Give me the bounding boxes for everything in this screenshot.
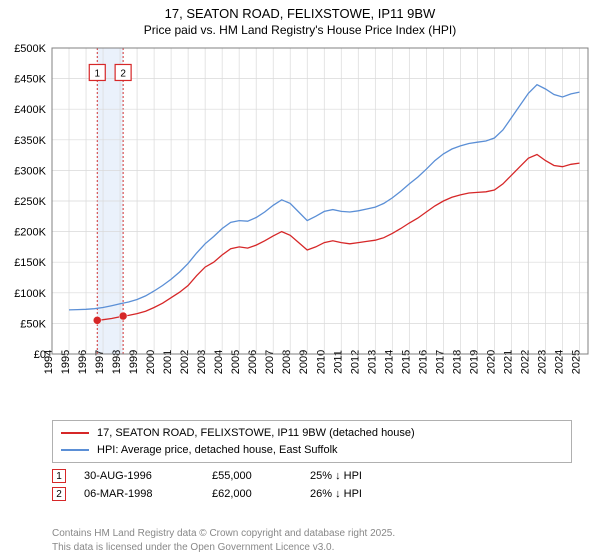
- sales-row: 1 30-AUG-1996 £55,000 25% ↓ HPI: [52, 469, 572, 483]
- sales-row-delta: 26% ↓ HPI: [310, 488, 400, 500]
- x-tick-label: 2016: [417, 350, 429, 374]
- chart-area: £0£50K£100K£150K£200K£250K£300K£350K£400…: [0, 42, 600, 412]
- y-tick-label: £350K: [14, 135, 46, 147]
- x-tick-label: 2012: [349, 350, 361, 374]
- x-tick-label: 2007: [264, 350, 276, 374]
- title-block: 17, SEATON ROAD, FELIXSTOWE, IP11 9BW Pr…: [0, 0, 600, 37]
- sales-table: 1 30-AUG-1996 £55,000 25% ↓ HPI 2 06-MAR-1998…: [52, 469, 572, 501]
- sale-marker-number: 1: [94, 68, 100, 79]
- legend-box: 17, SEATON ROAD, FELIXSTOWE, IP11 9BW (d…: [52, 420, 572, 463]
- chart-title: 17, SEATON ROAD, FELIXSTOWE, IP11 9BW: [0, 6, 600, 21]
- sales-row-marker: 1: [52, 469, 66, 483]
- x-tick-label: 2013: [366, 350, 378, 374]
- x-tick-label: 2002: [179, 350, 191, 374]
- y-tick-label: £50K: [20, 318, 46, 330]
- y-tick-label: £500K: [14, 43, 46, 55]
- x-tick-label: 2019: [468, 350, 480, 374]
- sales-row-price: £55,000: [212, 470, 292, 482]
- sales-row-marker: 2: [52, 487, 66, 501]
- x-tick-label: 2006: [247, 350, 259, 374]
- legend-block: 17, SEATON ROAD, FELIXSTOWE, IP11 9BW (d…: [52, 420, 572, 505]
- x-tick-label: 2004: [213, 350, 225, 374]
- sales-row-delta: 25% ↓ HPI: [310, 470, 400, 482]
- x-tick-label: 2003: [196, 350, 208, 374]
- x-tick-label: 1995: [60, 350, 72, 374]
- sales-row-date: 30-AUG-1996: [84, 470, 194, 482]
- y-tick-label: £400K: [14, 104, 46, 116]
- sales-row: 2 06-MAR-1998 £62,000 26% ↓ HPI: [52, 487, 572, 501]
- x-tick-label: 2022: [519, 350, 531, 374]
- x-tick-label: 2020: [485, 350, 497, 374]
- x-tick-label: 2017: [434, 350, 446, 374]
- footer-line-1: Contains HM Land Registry data © Crown c…: [52, 527, 572, 541]
- x-tick-label: 2015: [400, 350, 412, 374]
- legend-swatch: [61, 449, 89, 451]
- sales-row-date: 06-MAR-1998: [84, 488, 194, 500]
- x-tick-label: 1999: [128, 350, 140, 374]
- legend-label: HPI: Average price, detached house, East…: [97, 442, 338, 459]
- footer-attribution: Contains HM Land Registry data © Crown c…: [52, 527, 572, 554]
- y-tick-label: £150K: [14, 257, 46, 269]
- x-tick-label: 2024: [553, 350, 565, 374]
- x-tick-label: 1994: [43, 350, 55, 374]
- x-tick-label: 2021: [502, 350, 514, 374]
- x-tick-label: 2009: [298, 350, 310, 374]
- x-tick-label: 2018: [451, 350, 463, 374]
- legend-row: 17, SEATON ROAD, FELIXSTOWE, IP11 9BW (d…: [61, 425, 563, 442]
- sale-marker-number: 2: [120, 68, 126, 79]
- legend-row: HPI: Average price, detached house, East…: [61, 442, 563, 459]
- x-tick-label: 1997: [94, 350, 106, 374]
- sale-dot: [119, 312, 127, 320]
- x-tick-label: 2005: [230, 350, 242, 374]
- legend-label: 17, SEATON ROAD, FELIXSTOWE, IP11 9BW (d…: [97, 425, 415, 442]
- footer-line-2: This data is licensed under the Open Gov…: [52, 541, 572, 555]
- y-tick-label: £300K: [14, 165, 46, 177]
- x-tick-label: 1998: [111, 350, 123, 374]
- x-tick-label: 2000: [145, 350, 157, 374]
- legend-swatch: [61, 432, 89, 434]
- y-tick-label: £100K: [14, 288, 46, 300]
- chart-subtitle: Price paid vs. HM Land Registry's House …: [0, 23, 600, 37]
- y-tick-label: £450K: [14, 74, 46, 86]
- x-tick-label: 2001: [162, 350, 174, 374]
- y-tick-label: £250K: [14, 196, 46, 208]
- y-tick-label: £200K: [14, 227, 46, 239]
- sale-dot: [93, 316, 101, 324]
- series-property: [97, 155, 579, 321]
- chart-svg: £0£50K£100K£150K£200K£250K£300K£350K£400…: [0, 42, 600, 412]
- x-tick-label: 2014: [383, 350, 395, 374]
- x-tick-label: 1996: [77, 350, 89, 374]
- x-tick-label: 2025: [570, 350, 582, 374]
- chart-container: 17, SEATON ROAD, FELIXSTOWE, IP11 9BW Pr…: [0, 0, 600, 560]
- x-tick-label: 2010: [315, 350, 327, 374]
- x-tick-label: 2023: [536, 350, 548, 374]
- x-tick-label: 2008: [281, 350, 293, 374]
- sales-row-price: £62,000: [212, 488, 292, 500]
